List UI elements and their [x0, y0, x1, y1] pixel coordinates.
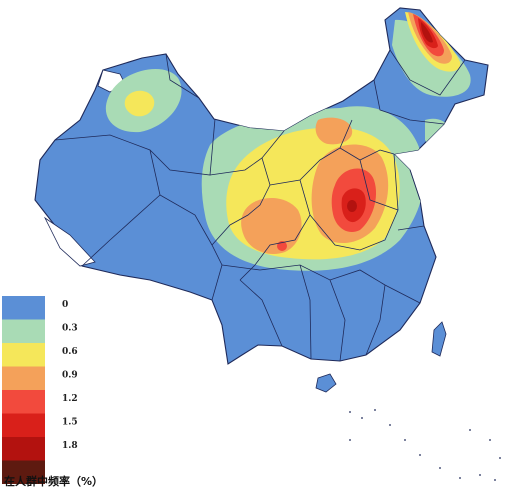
band-0-9-north [315, 117, 353, 145]
unsampled-region-southwest [43, 216, 96, 267]
legend-swatch [2, 319, 45, 343]
legend: 0 0.3 0.6 0.9 1.2 1.5 1.8 [2, 296, 78, 484]
band-1-8-northeast [421, 22, 433, 43]
legend-swatch [2, 390, 45, 414]
legend-label: 1.2 [62, 394, 78, 404]
legend-swatch [2, 366, 45, 390]
province-boundaries [54, 49, 466, 362]
legend-swatch [2, 343, 45, 367]
legend-swatch [2, 413, 45, 437]
frequency-bands [105, 12, 471, 271]
legend-label: 1.8 [62, 441, 78, 451]
island-hainan [315, 373, 337, 393]
band-0-6-north [124, 90, 155, 117]
legend-swatch [2, 460, 45, 484]
band-0-9-southwest [241, 197, 302, 255]
legend-title: 在人群中频率（%） [4, 474, 103, 488]
legend-swatch [2, 296, 45, 320]
band-1-8-central [347, 200, 357, 212]
south-sea-islands [349, 409, 501, 481]
island-taiwan [431, 321, 447, 357]
legend-swatch [2, 437, 45, 461]
legend-label: 0.3 [62, 324, 78, 334]
legend-label: 0.6 [62, 347, 78, 357]
legend-label: 0 [62, 300, 68, 310]
legend-label: 0.9 [62, 371, 78, 381]
legend-label: 1.5 [62, 418, 78, 428]
